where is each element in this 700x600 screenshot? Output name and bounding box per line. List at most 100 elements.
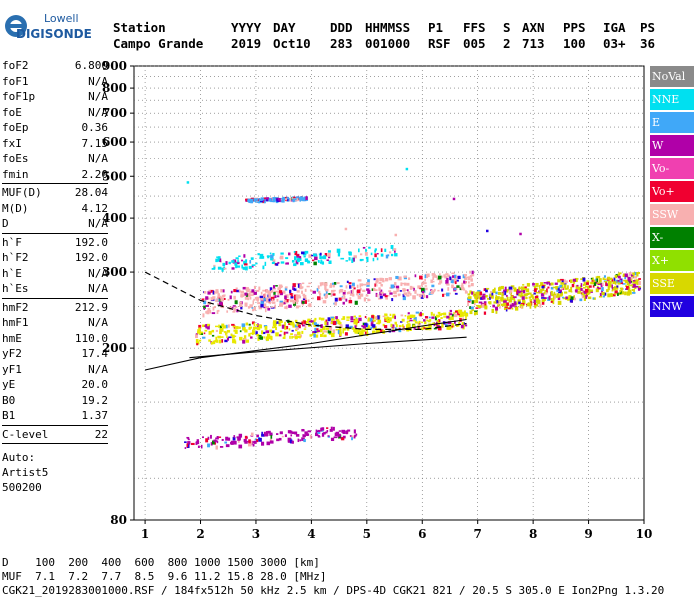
echo-point — [349, 285, 352, 289]
echo-point — [511, 297, 515, 300]
echo-point — [254, 327, 259, 330]
echo-point — [226, 337, 229, 341]
echo-point — [455, 276, 459, 278]
echo-point — [508, 291, 511, 295]
echo-point — [407, 320, 410, 323]
echo-point — [351, 437, 353, 441]
echo-point — [489, 296, 491, 300]
echo-point — [358, 317, 362, 322]
param-value: 192.0 — [74, 235, 108, 249]
echo-point — [244, 329, 248, 333]
echo-point — [241, 323, 246, 327]
echo-point — [332, 318, 335, 321]
auto-line: Artist5 — [2, 466, 49, 479]
echo-point — [586, 291, 590, 296]
param-row: yF1 N/A — [2, 362, 108, 378]
echo-point — [568, 289, 572, 293]
echo-point — [199, 333, 204, 335]
echo-point — [297, 283, 300, 288]
echo-point — [463, 310, 466, 314]
echo-point — [456, 312, 461, 316]
echo-point — [385, 254, 389, 259]
echo-point — [246, 289, 250, 293]
echo-point — [285, 257, 289, 260]
echo-point — [581, 292, 585, 295]
echo-point — [458, 321, 460, 325]
echo-point — [561, 280, 564, 283]
echo-point — [243, 254, 246, 258]
echo-point — [483, 303, 487, 307]
echo-point — [435, 321, 439, 325]
echo-point — [324, 431, 328, 434]
echo-point — [271, 330, 275, 334]
echo-point — [633, 276, 638, 279]
echo-point — [478, 305, 482, 308]
echo-point — [328, 293, 331, 295]
echo-point — [619, 282, 624, 285]
echo-point — [502, 302, 507, 307]
echo-point — [278, 334, 282, 337]
echo-point — [249, 199, 252, 203]
param-value: N/A — [88, 90, 108, 103]
echo-point — [296, 290, 300, 293]
echo-point — [235, 287, 238, 290]
echo-traces — [184, 196, 641, 450]
noise-point — [452, 197, 456, 201]
param-separator — [2, 297, 108, 299]
echo-point — [403, 282, 407, 286]
echo-point — [575, 278, 579, 280]
echo-point — [380, 248, 383, 253]
echo-point — [520, 292, 523, 295]
echo-point — [403, 275, 407, 278]
echo-point — [413, 325, 416, 330]
echo-point — [294, 256, 297, 261]
echo-point — [203, 305, 206, 309]
echo-point — [215, 437, 219, 440]
echo-point — [271, 298, 274, 301]
echo-point — [529, 299, 533, 302]
echo-point — [508, 286, 513, 291]
echo-point — [386, 319, 391, 324]
trace-upper-echo — [245, 196, 309, 204]
echo-point — [372, 257, 375, 262]
echo-point — [351, 282, 355, 287]
distance-row: D 100 200 400 600 800 1000 1500 3000 [km… — [2, 556, 320, 569]
echo-point — [367, 319, 371, 322]
echo-point — [583, 294, 587, 298]
echo-point — [508, 299, 513, 303]
x-tick-label: 6 — [418, 527, 426, 541]
echo-point — [332, 284, 335, 288]
echo-point — [359, 287, 362, 291]
echo-point — [332, 426, 335, 431]
echo-point — [433, 274, 436, 278]
param-name: yF2 — [2, 347, 22, 360]
echo-point — [568, 279, 571, 282]
echo-point — [215, 445, 218, 450]
echo-point — [596, 278, 599, 283]
param-value: N/A — [88, 282, 108, 295]
echo-point — [513, 288, 518, 292]
echo-point — [273, 324, 277, 329]
echo-point — [240, 290, 244, 294]
profile-solid-upper — [144, 318, 467, 371]
echo-point — [247, 306, 250, 309]
echo-point — [322, 332, 325, 335]
echo-point — [323, 255, 327, 260]
echo-point — [339, 332, 342, 337]
echo-point — [292, 324, 295, 328]
y-tick-label: 300 — [102, 265, 127, 279]
echo-point — [448, 326, 452, 330]
echo-point — [345, 285, 348, 289]
echo-point — [467, 293, 471, 296]
echo-point — [323, 282, 328, 287]
echo-point — [325, 319, 328, 322]
echo-point — [453, 313, 458, 318]
echo-point — [582, 287, 586, 289]
echo-point — [535, 298, 539, 302]
echo-point — [259, 257, 263, 259]
echo-point — [409, 292, 412, 296]
echo-point — [413, 287, 415, 292]
echo-point — [622, 275, 625, 277]
echo-point — [264, 293, 267, 297]
echo-point — [253, 298, 256, 301]
